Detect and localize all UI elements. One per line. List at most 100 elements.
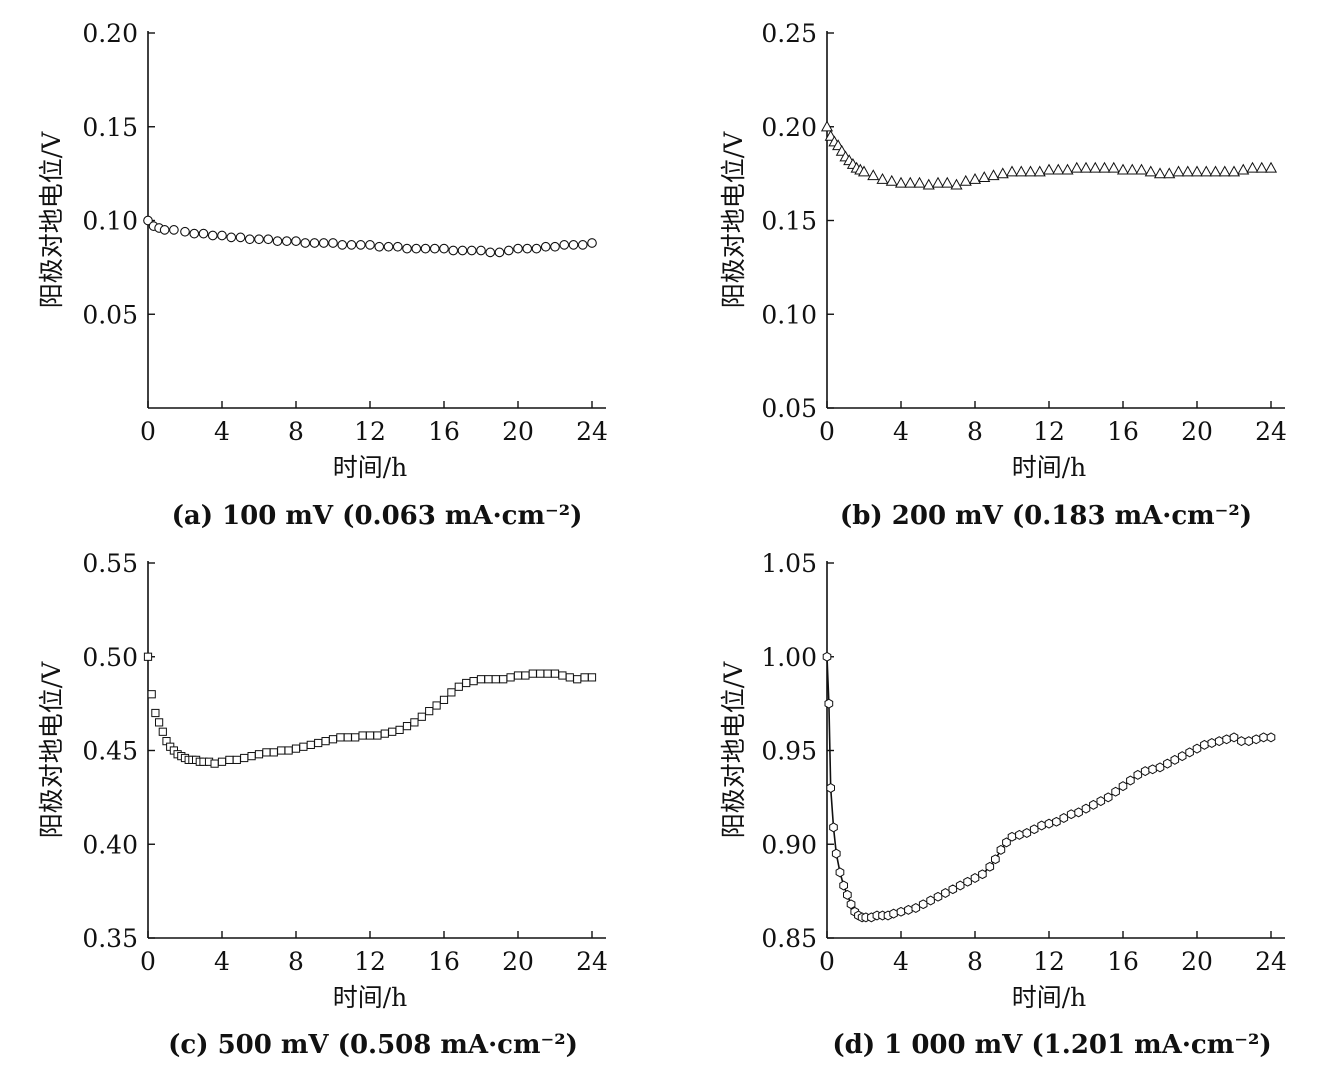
data-point [343, 733, 352, 742]
data-point [263, 234, 274, 245]
data-point [577, 240, 588, 250]
data-point [1126, 775, 1135, 786]
data-point [918, 899, 928, 910]
data-point [543, 669, 552, 678]
data-point [217, 757, 227, 766]
data-point [522, 243, 533, 254]
data-point [970, 873, 980, 883]
data-point [207, 230, 218, 241]
data-point [948, 884, 958, 895]
data-point [528, 669, 537, 678]
data-point [531, 243, 542, 254]
data-point [963, 876, 972, 887]
x-tick-label: 8 [288, 417, 304, 446]
data-point [318, 238, 329, 248]
data-point [1207, 738, 1217, 748]
data-point [1079, 161, 1093, 173]
data-point [904, 904, 913, 915]
data-point [1200, 165, 1213, 177]
x-axis-label: 时间/h [333, 453, 408, 482]
data-point [346, 240, 357, 250]
data-point [978, 171, 991, 183]
data-point [540, 241, 551, 252]
data-point [568, 240, 579, 250]
data-point [933, 891, 943, 902]
y-tick-label: 0.55 [82, 549, 138, 578]
data-point [448, 245, 459, 256]
data-point [1044, 818, 1054, 829]
x-tick-label: 20 [1181, 947, 1213, 976]
data-point [169, 225, 179, 235]
data-point [896, 906, 906, 917]
x-tick-label: 8 [967, 947, 983, 976]
data-point [904, 176, 917, 188]
data-point [824, 698, 834, 709]
data-point [439, 243, 449, 254]
data-point [1266, 732, 1276, 743]
panel-b-caption: (b) 200 mV (0.183 mA·cm⁻²) [840, 501, 1252, 531]
data-point [240, 753, 249, 763]
x-tick-label: 12 [354, 417, 386, 446]
data-point [454, 682, 463, 691]
y-tick-label: 1.00 [761, 643, 817, 672]
data-point [189, 228, 200, 239]
x-tick-label: 16 [428, 947, 460, 976]
data-point [991, 854, 1000, 865]
data-point [232, 755, 241, 764]
data-point [1052, 816, 1061, 827]
x-tick-label: 4 [214, 417, 230, 446]
data-point [1209, 165, 1222, 177]
data-point [1118, 781, 1128, 792]
data-point [513, 243, 523, 254]
panel-b: (b) 200 mV (0.183 mA·cm⁻²) 0 4 8 12 16 20 24 0.… [719, 19, 1287, 531]
data-point [831, 848, 841, 859]
data-point [587, 673, 597, 682]
data-point [365, 240, 375, 250]
data-point [159, 225, 170, 235]
y-tick-label: 0.35 [82, 924, 138, 953]
data-point [913, 176, 926, 188]
data-point [826, 783, 835, 793]
x-tick-label: 0 [819, 417, 835, 446]
data-point [1172, 165, 1185, 177]
data-point [573, 675, 582, 684]
x-tick-label: 24 [1255, 947, 1287, 976]
data-point [402, 722, 412, 731]
data-point [147, 690, 156, 699]
data-point [1237, 163, 1250, 175]
data-point [180, 226, 190, 237]
panel-a: (a) 100 mV (0.063 mA·cm⁻²) 0 4 8 12 16 20 24 0.… [37, 19, 608, 531]
data-point [1229, 732, 1239, 743]
y-tick-label: 0.05 [761, 394, 817, 423]
data-point [867, 169, 880, 181]
data-point [857, 165, 871, 177]
y-axis-label: 阳极对地电位/V [719, 661, 748, 838]
data-point [1170, 754, 1180, 765]
data-point [321, 737, 330, 746]
data-point [1074, 807, 1083, 818]
data-point [1133, 769, 1143, 780]
data-point [941, 888, 950, 898]
data-point [155, 718, 164, 727]
data-point [1126, 163, 1139, 175]
data-point [1070, 161, 1083, 173]
data-point [1181, 165, 1194, 177]
data-point [885, 174, 898, 186]
panel-c-caption: (c) 500 mV (0.508 mA·cm⁻²) [168, 1030, 578, 1060]
series-line [826, 656, 1271, 919]
data-point [432, 701, 441, 710]
data-point [262, 748, 271, 757]
x-tick-label: 0 [140, 947, 156, 976]
data-point [1059, 813, 1069, 823]
x-axis-label: 时间/h [1012, 453, 1087, 482]
data-point [1185, 747, 1194, 758]
data-point [926, 895, 935, 906]
y-tick-label: 0.40 [82, 830, 138, 859]
data-point [1192, 743, 1202, 754]
x-axis-label: 时间/h [333, 983, 408, 1012]
data-point [374, 241, 385, 252]
data-point [1140, 766, 1150, 777]
panel-c: (c) 500 mV (0.508 mA·cm⁻²) 0 4 8 12 16 20 24 0.… [37, 549, 608, 1060]
